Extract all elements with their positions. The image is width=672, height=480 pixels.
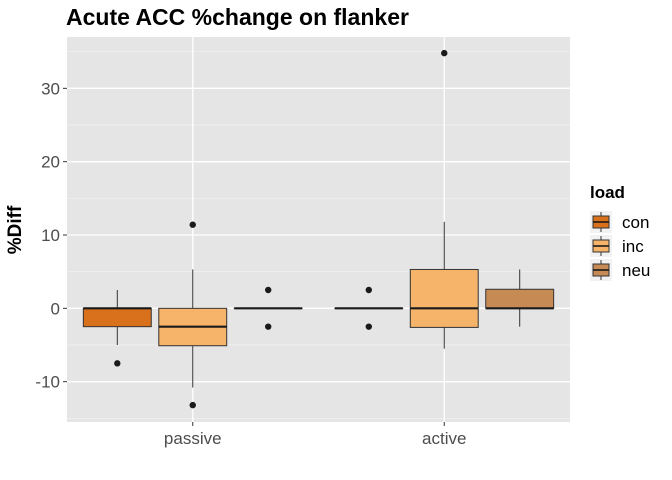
outlier-point bbox=[189, 401, 196, 409]
plot-panel bbox=[67, 37, 570, 422]
outlier-point bbox=[365, 323, 372, 330]
box-body bbox=[409, 268, 479, 328]
legend-label: inc bbox=[622, 237, 644, 256]
y-tick-label: 20 bbox=[41, 153, 60, 172]
legend: load con inc neu bbox=[590, 183, 650, 281]
box-body bbox=[485, 288, 555, 309]
y-tick-label: 30 bbox=[41, 79, 60, 98]
y-axis-title: %Diff bbox=[5, 205, 26, 254]
outlier-point bbox=[189, 221, 196, 228]
box-inc-active bbox=[409, 49, 479, 349]
y-tick-label: -10 bbox=[35, 373, 60, 392]
box-con-active bbox=[334, 286, 404, 330]
legend-label: con bbox=[622, 213, 649, 232]
chart-title: Acute ACC %change on flanker bbox=[66, 4, 409, 30]
legend-item-con: con bbox=[590, 211, 649, 233]
x-tick-label: passive bbox=[164, 429, 222, 448]
outlier-point bbox=[441, 49, 448, 57]
outlier-point bbox=[114, 360, 121, 367]
legend-title: load bbox=[590, 183, 625, 202]
legend-item-neu: neu bbox=[590, 259, 650, 281]
legend-item-inc: inc bbox=[590, 235, 644, 257]
y-axis-ticks: -10 0 10 20 30 bbox=[35, 79, 67, 392]
y-tick-label: 0 bbox=[51, 299, 60, 318]
outlier-point bbox=[365, 286, 372, 294]
y-tick-label: 10 bbox=[41, 226, 60, 245]
box-series bbox=[82, 49, 555, 409]
box-neu-passive bbox=[233, 286, 303, 330]
box-neu-active bbox=[485, 269, 555, 327]
outlier-point bbox=[265, 286, 272, 294]
box-inc-passive bbox=[158, 221, 228, 409]
x-axis-ticks: passive active bbox=[164, 422, 466, 448]
x-tick-label: active bbox=[422, 429, 466, 448]
legend-label: neu bbox=[622, 261, 650, 280]
box-body bbox=[82, 307, 152, 328]
outlier-point bbox=[265, 323, 272, 330]
box-con-passive bbox=[82, 290, 152, 367]
